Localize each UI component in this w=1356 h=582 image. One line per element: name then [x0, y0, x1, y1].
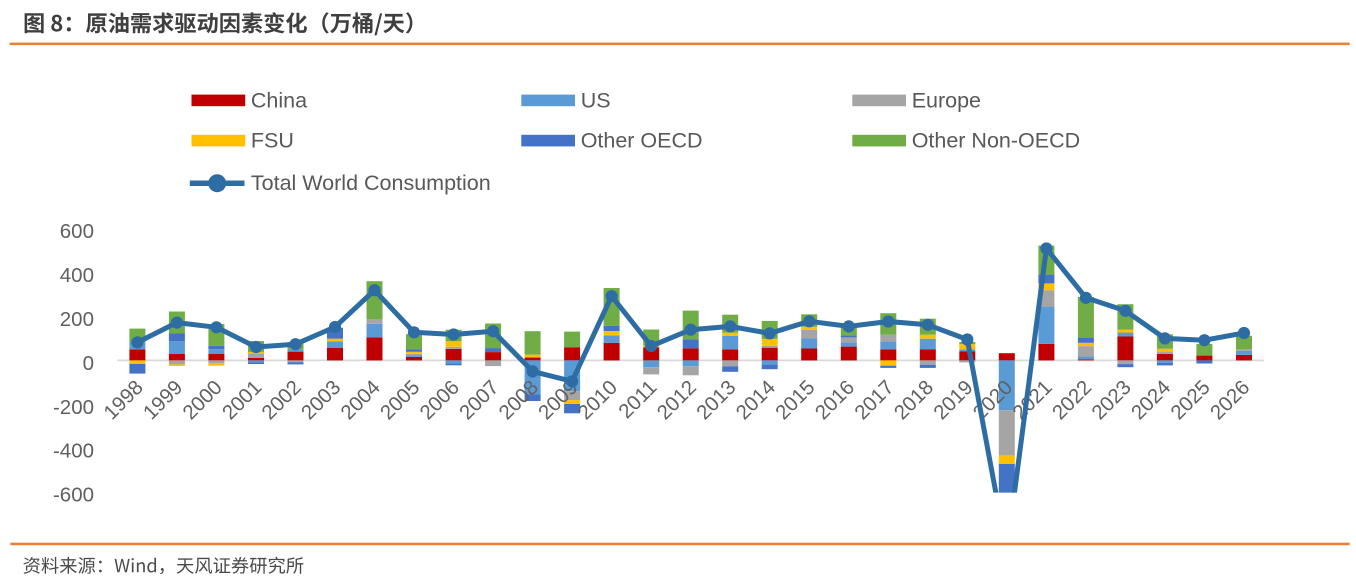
svg-text:Other OECD: Other OECD: [581, 129, 703, 153]
svg-text:400: 400: [60, 264, 94, 287]
svg-text:Europe: Europe: [912, 89, 981, 113]
svg-text:Other Non-OECD: Other Non-OECD: [912, 129, 1080, 153]
svg-text:-200: -200: [53, 396, 94, 419]
svg-text:-600: -600: [53, 484, 94, 507]
svg-text:0: 0: [83, 352, 94, 375]
svg-text:Total World Consumption: Total World Consumption: [251, 171, 491, 195]
svg-text:600: 600: [60, 220, 94, 243]
svg-text:200: 200: [60, 308, 94, 331]
svg-text:FSU: FSU: [251, 129, 294, 153]
svg-text:US: US: [581, 89, 611, 113]
svg-text:-400: -400: [53, 440, 94, 463]
svg-text:China: China: [251, 89, 307, 113]
